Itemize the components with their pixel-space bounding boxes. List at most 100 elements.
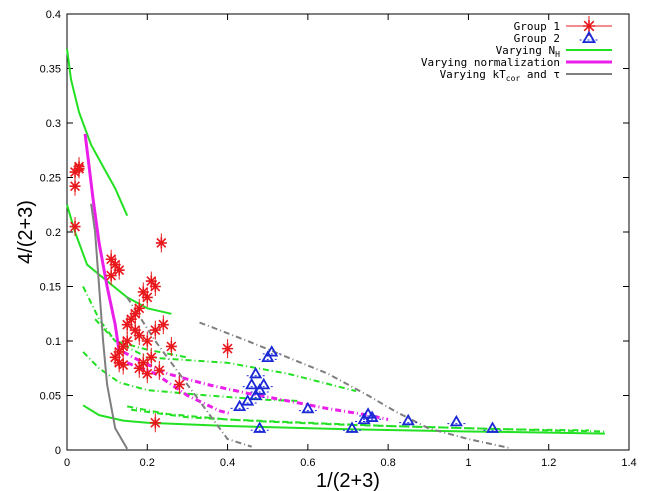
legend-label-subscript: cor [506, 74, 521, 83]
group-2-point-shape [401, 413, 415, 426]
group-2-point-shape [233, 399, 247, 412]
group-2-point [254, 377, 273, 390]
group-2-point [238, 394, 257, 406]
group-2-point [447, 414, 466, 427]
x-tick-label: 0.6 [300, 457, 315, 469]
y-tick-label: 0.05 [40, 391, 61, 403]
group-2-point [355, 412, 374, 425]
axis-ticks: 0 0.2 0.4 0.6 0.8 1 1.2 1.4 0 0.05 0.1 0.15 0.2 0.25 0… [40, 9, 637, 469]
legend-entry: Varying NH [496, 44, 612, 59]
group-2-point-shape [257, 377, 271, 390]
legend-label-text: Varying normalization [421, 56, 560, 69]
group-2-point [363, 410, 382, 422]
group-2-point-shape [345, 421, 359, 433]
varying-n-h-line [94, 318, 357, 393]
group-2-point-shape [449, 414, 463, 427]
group-1-point [155, 233, 167, 253]
legend-label: Group 2 [514, 32, 560, 45]
series-points [69, 157, 502, 433]
group-1-point [222, 339, 234, 359]
group-2-point-shape [357, 412, 371, 425]
group-1-point [145, 271, 157, 291]
group-2-point [298, 401, 317, 414]
group-1-point [117, 336, 129, 356]
y-tick-label: 0.15 [40, 282, 61, 294]
y-tick-label: 0.4 [46, 9, 61, 21]
group-1-point [141, 331, 153, 351]
x-tick-label: 0 [64, 457, 70, 469]
group-2-point-shape [249, 388, 263, 401]
group-2-point [262, 345, 281, 357]
series-lines [66, 48, 605, 450]
group-2-point [250, 421, 269, 433]
y-tick-label: 0.1 [46, 336, 61, 348]
varying-normalization-line [83, 133, 121, 353]
group-1-point [173, 375, 185, 395]
legend-label-subscript: H [555, 50, 560, 59]
legend-label-tail: and τ [520, 68, 560, 81]
x-tick-label: 1.2 [541, 457, 556, 469]
group-2-point-shape [301, 401, 315, 414]
group-2-point [343, 421, 362, 433]
x-tick-label: 1 [465, 457, 471, 469]
legend-label: Varying normalization [421, 56, 560, 69]
group-1-point [109, 255, 121, 275]
varying-n-h-line [131, 408, 589, 432]
group-1-point [121, 331, 133, 351]
y-tick-label: 0.2 [46, 227, 61, 239]
group-1-point [165, 336, 177, 356]
group-1-point [149, 277, 161, 296]
group-1-point [113, 260, 125, 280]
group-1-point [133, 358, 145, 378]
y-tick-label: 0 [55, 445, 61, 457]
group-2-point-shape [365, 410, 379, 422]
legend-label: Varying kTcor and τ [440, 68, 560, 83]
group-2-point [246, 366, 265, 379]
group-2-point [246, 388, 265, 401]
y-axis-label: 4/(2+3) [15, 200, 37, 264]
group-1-point [145, 347, 157, 367]
group-1-point [117, 355, 129, 375]
x-tick-label: 0.2 [140, 457, 155, 469]
x-tick-label: 0.4 [220, 457, 235, 469]
varying-kt-cor-and-tau-line [90, 203, 129, 450]
group-2-point [250, 383, 269, 395]
group-1-point [153, 360, 165, 380]
group-1-point [137, 282, 149, 302]
group-1-point [121, 315, 133, 335]
x-tick-label: 1.4 [621, 457, 636, 469]
group-1-point [69, 217, 81, 237]
legend-triangle [579, 30, 599, 44]
varying-n-h-line [66, 48, 129, 217]
group-1-point [157, 315, 169, 335]
group-2-point-shape [249, 366, 263, 379]
group-1-points [69, 157, 234, 433]
legend-label-text: Varying kT [440, 68, 507, 81]
x-tick-label: 0.8 [380, 457, 395, 469]
group-2-point [483, 421, 502, 433]
group-1-point [141, 364, 153, 384]
varying-normalization-line [126, 361, 232, 416]
group-2-point [399, 413, 418, 426]
group-2-point-shape [261, 350, 275, 362]
varying-n-h-line [82, 404, 605, 435]
y-tick-label: 0.35 [40, 64, 61, 76]
legend-entry: Varying kTcor and τ [440, 68, 612, 83]
varying-n-h-line [82, 351, 300, 402]
legend-label: Varying NH [496, 44, 561, 59]
group-1-point [109, 347, 121, 367]
y-tick-label: 0.25 [40, 173, 61, 185]
legend-label: Group 1 [514, 20, 560, 33]
varying-normalization-lines [83, 133, 389, 421]
legend-entry: Group 2 [514, 30, 599, 45]
group-1-point [141, 287, 153, 307]
group-2-point-shape [265, 345, 279, 357]
group-1-point [149, 413, 161, 433]
varying-kt-cor-and-tau-line [199, 321, 509, 449]
varying-n-h-line [66, 204, 172, 315]
legend-label-text: Group 1 [514, 20, 560, 33]
group-2-point-shape [485, 421, 500, 433]
group-1-point [129, 304, 141, 324]
group-2-point-shape [245, 377, 259, 390]
